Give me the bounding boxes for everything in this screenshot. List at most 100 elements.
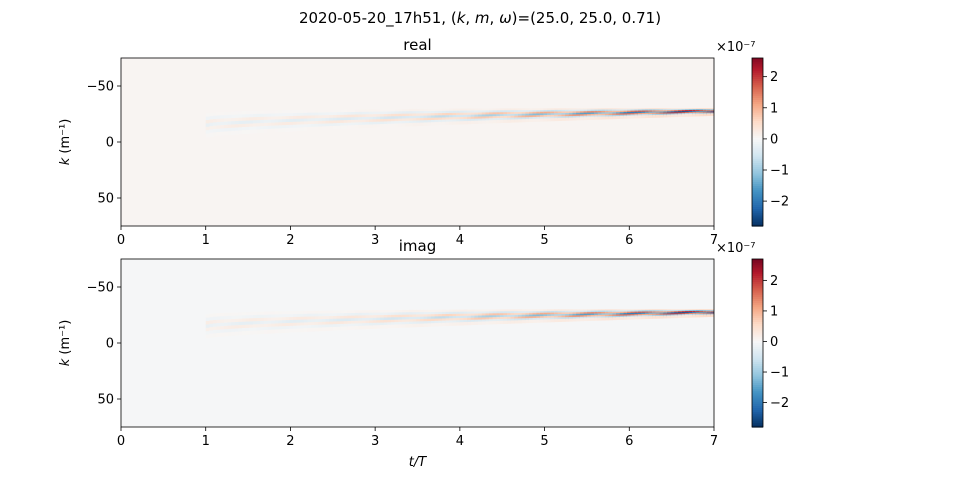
heatmap-cell [212, 313, 218, 318]
heatmap-cell [532, 118, 537, 122]
heatmap-cell [452, 318, 457, 322]
heatmap-cell [434, 113, 439, 117]
heatmap-cell [615, 317, 621, 321]
heatmap-cell [216, 333, 221, 337]
heatmap-cell [383, 315, 388, 319]
heatmap-cell [688, 314, 693, 318]
heatmap-cell [507, 117, 512, 121]
heatmap-cell [467, 319, 472, 324]
heatmap-cell [249, 318, 254, 323]
heatmap-cell [227, 315, 232, 320]
heatmap-cell [227, 319, 232, 324]
heatmap-cell [271, 110, 276, 115]
heatmap-cell [536, 110, 541, 114]
heatmap-cell [409, 108, 414, 113]
x-tick-label: 2 [286, 434, 294, 449]
heatmap-cell [488, 118, 494, 122]
heatmap-cell [499, 320, 504, 325]
heatmap-cell [223, 131, 228, 136]
heatmap-cell [390, 121, 396, 125]
heatmap-cell [300, 316, 305, 321]
heatmap-cell [532, 314, 537, 318]
heatmap-cell [528, 108, 533, 112]
heatmap-cell [289, 319, 294, 324]
heatmap-cell [321, 109, 327, 114]
heatmap-cell [536, 115, 541, 119]
heatmap-cell [441, 311, 446, 316]
x-tick-label: 3 [371, 434, 379, 449]
heatmap-cell [325, 318, 330, 323]
heatmap-cell [376, 124, 381, 128]
heatmap-cell [329, 112, 334, 116]
colorbar-segment [752, 412, 763, 415]
colorbar-segment [752, 200, 763, 204]
heatmap-cell [579, 114, 584, 118]
heatmap-cell [209, 126, 214, 131]
heatmap-cell [361, 310, 366, 314]
heatmap-cell [361, 122, 366, 126]
heatmap-cell [252, 120, 258, 125]
heatmap-cell [216, 125, 221, 130]
heatmap-cell [568, 117, 573, 121]
heatmap-cell [376, 114, 381, 118]
heatmap-cell [216, 132, 221, 136]
heatmap-cell [263, 323, 268, 328]
heatmap-cell [546, 111, 552, 115]
heatmap-cell [365, 317, 370, 322]
heatmap-cell [307, 319, 312, 324]
heatmap-cell [554, 314, 559, 318]
heatmap-cell [430, 122, 435, 126]
heatmap-cell [463, 317, 468, 322]
heatmap-cell [242, 324, 247, 329]
heatmap-cell [565, 318, 570, 322]
colorbar-segment [752, 349, 763, 352]
heatmap-cell [412, 111, 417, 115]
heatmap-cell [521, 311, 526, 315]
heatmap-cell [568, 114, 573, 118]
heatmap-cell [445, 320, 450, 324]
heatmap-cell [274, 326, 279, 331]
heatmap-cell [249, 126, 254, 131]
colorbar-segment [752, 93, 763, 97]
heatmap-cell [249, 311, 254, 316]
heatmap-cell [358, 119, 363, 124]
colorbar-segment [752, 186, 763, 189]
colorbar-tick-label: 0 [770, 335, 778, 350]
heatmap-cell [318, 109, 323, 114]
heatmap-cell [405, 108, 410, 113]
heatmap-cell [329, 327, 334, 331]
heatmap-cell [372, 109, 377, 113]
heatmap-cell [423, 316, 428, 321]
heatmap-cell [263, 311, 268, 316]
heatmap-cell [517, 316, 523, 320]
heatmap-cell [267, 320, 272, 325]
heatmap-cell [463, 114, 468, 119]
colorbar-segment [752, 217, 763, 221]
colorbar-segment [752, 269, 763, 273]
heatmap-cell [561, 309, 566, 313]
heatmap-cell [485, 319, 490, 323]
colorbar-segment [752, 338, 763, 342]
heatmap-cell [303, 109, 308, 114]
heatmap-cell [499, 311, 504, 315]
heatmap-cell [496, 311, 501, 315]
heatmap-cell [517, 311, 523, 315]
heatmap-cell [350, 323, 356, 328]
heatmap-cell [488, 315, 494, 319]
heatmap-cell [492, 112, 497, 116]
heatmap-cell [343, 112, 348, 116]
heatmap-cell [499, 317, 504, 321]
heatmap-cell [456, 309, 461, 313]
heatmap-cell [209, 119, 214, 124]
heatmap-cell [271, 314, 276, 319]
heatmap-cell [456, 311, 461, 316]
colorbar-segment [752, 64, 763, 67]
heatmap-cell [423, 122, 428, 126]
colorbar-segment [752, 121, 763, 124]
heatmap-cell [318, 324, 323, 329]
heatmap-cell [271, 326, 276, 331]
heatmap-cell [485, 108, 490, 112]
heatmap-cell [263, 326, 268, 331]
heatmap-cell [347, 117, 352, 121]
colorbar-segment [752, 345, 763, 348]
